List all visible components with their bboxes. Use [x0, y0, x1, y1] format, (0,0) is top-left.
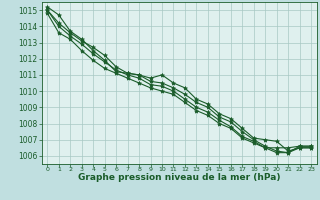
X-axis label: Graphe pression niveau de la mer (hPa): Graphe pression niveau de la mer (hPa)	[78, 173, 280, 182]
